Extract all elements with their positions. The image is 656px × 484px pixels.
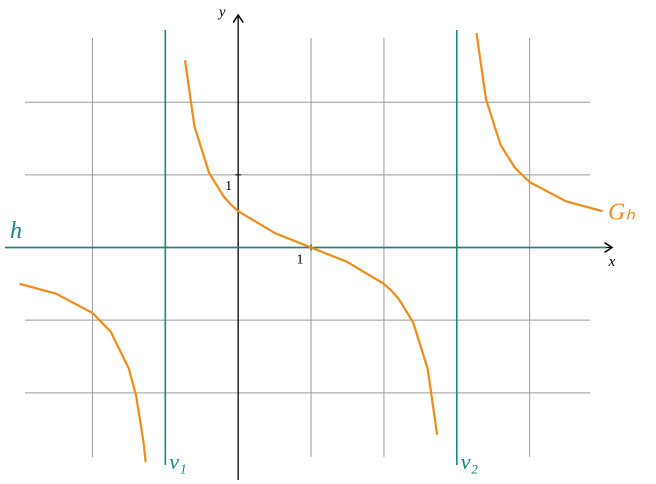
function-curve [19,282,147,463]
x-tick-label: 1 [297,253,304,268]
asymptote-label: h [10,218,22,244]
function-curve [475,32,603,213]
curve-label: Gₕ [608,200,635,226]
asymptote-label: v₂ [461,449,479,474]
x-axis-label: x [608,254,616,270]
asymptote-label: v₁ [169,449,186,474]
y-axis-label: y [217,4,226,20]
function-curve [183,60,439,435]
y-tick-label: 1 [225,179,232,194]
